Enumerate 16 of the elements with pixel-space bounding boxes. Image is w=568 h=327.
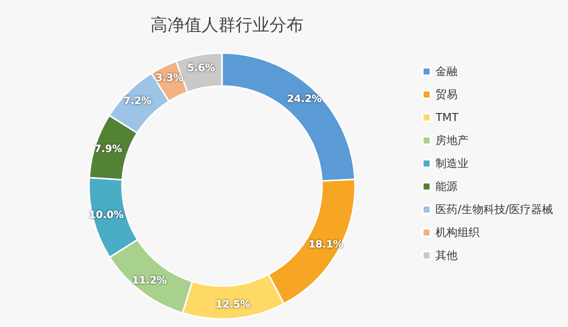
legend-label: 机构组织 [436,226,480,239]
data-label: 5.6% [187,62,215,74]
data-label: 7.9% [94,144,122,155]
legend-label: 能源 [436,180,458,193]
data-label: 24.2% [287,94,322,105]
data-label: 7.2% [124,96,152,107]
legend-label: 房地产 [436,134,469,147]
legend-label: 医药/生物科技/医疗器械 [436,203,554,216]
data-label: 12.5% [216,300,250,311]
data-label: 11.2% [132,275,167,286]
legend-label: 金融 [436,65,458,78]
legend-label: TMT [434,111,459,124]
legend-label: 其他 [436,249,458,262]
chart-title: 高净值人群行业分布 [150,16,304,36]
legend-label: 制造业 [436,157,469,170]
legend-label: 贸易 [436,88,458,101]
